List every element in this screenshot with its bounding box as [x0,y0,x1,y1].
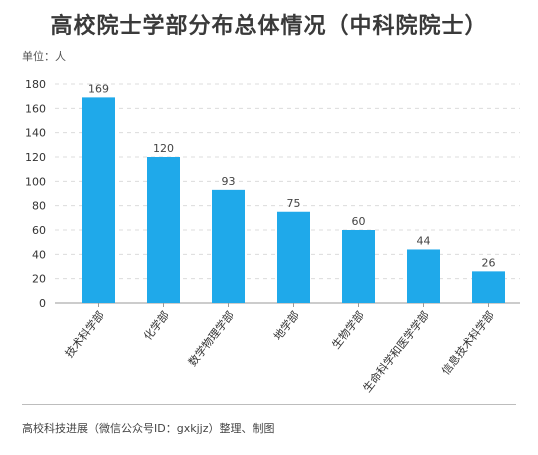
y-tick-label: 100 [25,175,46,188]
y-tick-label: 20 [32,273,46,286]
bar [147,157,180,303]
y-tick-label: 80 [32,200,46,213]
bar [82,97,115,303]
x-category-label: 信息技术科学部 [438,308,496,377]
chart-title: 高校院士学部分布总体情况（中科院院士） [50,14,488,39]
data-label: 120 [153,142,174,155]
y-tick-label: 180 [25,78,46,91]
x-category-label: 技术科学部 [62,308,107,360]
bar-chart: 0 20 40 60 80 100 120 140 160 180 169 技术科学部 120 化学部 93… [25,78,520,395]
bar [212,189,245,303]
data-label: 93 [222,175,236,188]
y-tick-label: 60 [32,224,46,237]
data-label: 44 [417,234,431,247]
x-category-label: 数学物理学部 [185,308,237,369]
unit-label: 单位：人 [22,50,66,63]
data-label: 169 [88,82,109,95]
data-label: 60 [352,215,366,228]
y-tick-label: 120 [25,151,46,164]
data-label: 75 [287,197,301,210]
bar [407,249,440,303]
data-label: 26 [482,256,496,269]
bar [472,271,505,303]
bar [342,230,375,303]
y-tick-label: 40 [32,248,46,261]
x-category-label: 生命科学和医学学部 [360,308,432,395]
x-category-label: 生物学部 [329,308,367,351]
footer-source: 高校科技进展（微信公众号ID：gxkjjz）整理、制图 [22,422,275,435]
x-category-label: 地学部 [271,308,302,343]
bar [277,211,310,303]
footer-divider [22,404,516,405]
y-tick-label: 0 [39,297,46,310]
x-category-label: 化学部 [141,308,172,343]
y-tick-label: 140 [25,127,46,140]
y-tick-label: 160 [25,102,46,115]
